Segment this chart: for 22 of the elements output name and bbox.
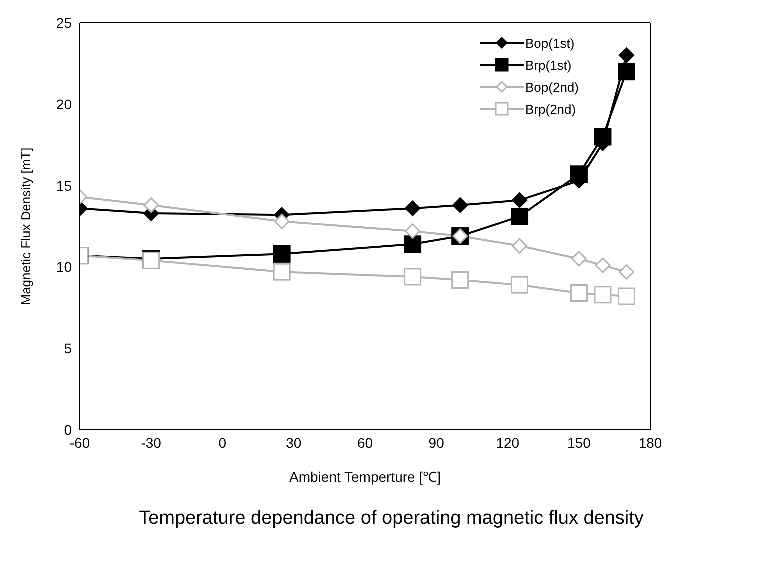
- x-tick-label: 120: [496, 434, 520, 451]
- y-axis-title: Magnetic Flux Density [mT]: [18, 148, 34, 306]
- legend-label: Bop(2nd): [526, 80, 579, 94]
- y-tick-label: 10: [56, 259, 72, 276]
- x-tick-label: 30: [286, 434, 302, 451]
- legend-label: Brp(2nd): [526, 102, 576, 116]
- y-tick-label: 25: [56, 14, 72, 31]
- x-tick-label: 60: [357, 434, 374, 451]
- y-tick-label: 5: [64, 340, 72, 357]
- x-axis-title: Ambient Temperture [℃]: [290, 469, 441, 485]
- y-tick-label: 15: [56, 178, 72, 194]
- x-tick-label: 150: [568, 434, 592, 451]
- text: Temperature dependance of operating magnetic flux density: [138, 508, 645, 530]
- x-tick-label: 0: [218, 434, 227, 451]
- x-tick-label: 90: [428, 434, 445, 451]
- x-tick-label: -60: [70, 434, 90, 451]
- y-tick-label: 0: [64, 422, 72, 438]
- x-tick-label: -30: [141, 434, 162, 451]
- y-tick-label: 20: [56, 96, 72, 112]
- legend-label: Bop(1st): [526, 36, 575, 50]
- legend-label: Brp(1st): [526, 58, 572, 72]
- x-tick-label: 180: [638, 434, 662, 451]
